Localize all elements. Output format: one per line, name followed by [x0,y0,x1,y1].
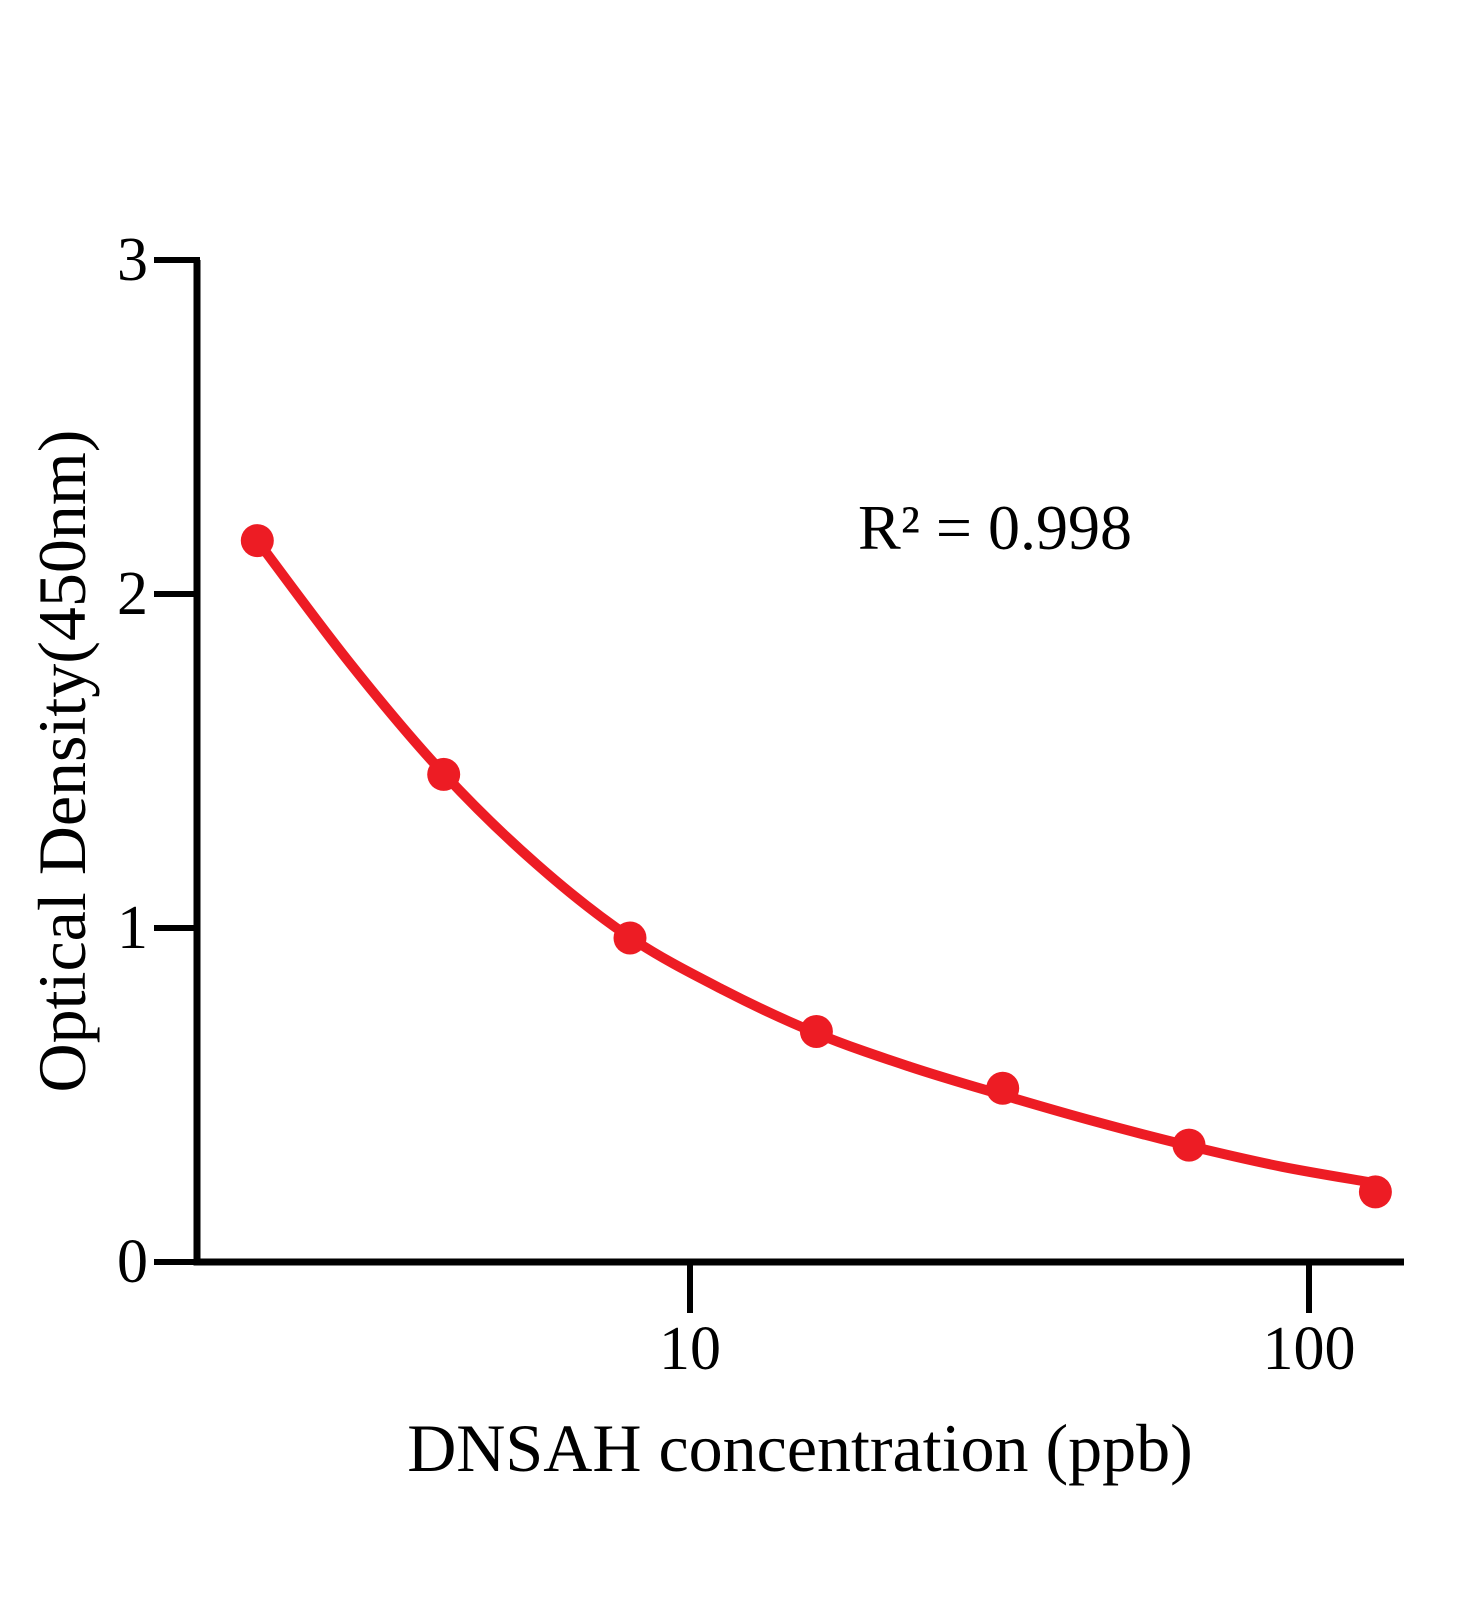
y-tick-label: 3 [117,226,148,294]
x-tick-label: 10 [659,1315,721,1383]
data-point-marker [799,1015,833,1048]
data-point-marker [1172,1128,1206,1162]
y-tick-label: 1 [117,894,148,962]
y-tick-label: 0 [117,1228,148,1296]
data-points [240,524,1392,1209]
y-tick-label: 2 [117,560,148,628]
fit-curve-path [252,535,1390,1190]
axes [154,257,1404,1313]
data-point-marker [613,921,647,955]
r-squared-annotation: R² = 0.998 [858,492,1132,563]
data-point-marker [427,757,461,791]
data-point-marker [1358,1175,1392,1209]
fit-curve [252,535,1390,1190]
y-axis-title: Optical Density(450nm) [24,429,100,1093]
data-point-marker [986,1071,1020,1105]
x-axis-title: DNSAH concentration (ppb) [407,1410,1193,1486]
x-tick-label: 100 [1262,1315,1356,1383]
axis-spine [193,260,1404,1266]
data-point-marker [240,524,274,558]
